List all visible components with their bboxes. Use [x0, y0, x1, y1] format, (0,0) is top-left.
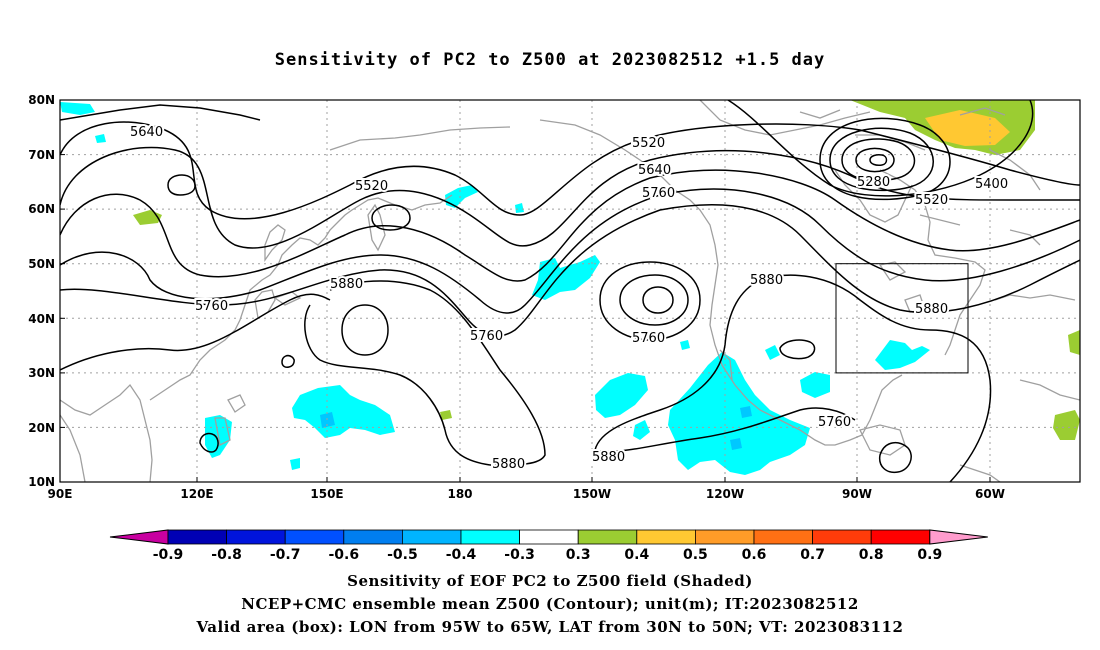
colorbar-label: -0.8	[211, 547, 242, 563]
contour-label: 5760	[642, 186, 675, 201]
contour-label: 5880	[592, 450, 625, 465]
contour-labels: 5640 5520 5520 5640 5760 5280 5400 5520 …	[128, 123, 1010, 474]
colorbar-label: -0.6	[328, 547, 359, 563]
lat-tick-label: 40N	[28, 312, 55, 326]
colorbar-swatch	[577, 529, 638, 545]
colorbar: -0.9 -0.8 -0.7 -0.6 -0.5 -0.4 -0.3 0.3 0.4 0.5 0.6…	[109, 529, 988, 563]
lat-tick-label: 60N	[28, 202, 55, 216]
colorbar-label: 0.6	[742, 547, 767, 563]
shade-negative-03	[595, 373, 648, 418]
colorbar-swatch	[226, 529, 286, 545]
lat-tick-label: 70N	[28, 148, 55, 162]
shade-negative-03	[445, 185, 478, 208]
colorbar-label: -0.5	[387, 547, 418, 563]
shade-negative-03	[668, 352, 810, 475]
colorbar-end-right	[929, 529, 988, 545]
shade-negative-04	[740, 406, 752, 418]
shade-negative-03	[95, 134, 106, 143]
lon-tick-label: 180	[447, 487, 472, 501]
contour-label: 5880	[750, 273, 783, 288]
colorbar-label: 0.5	[683, 547, 708, 563]
colorbar-swatch	[284, 529, 345, 545]
colorbar-swatch	[519, 529, 579, 545]
colorbar-label: 0.4	[624, 547, 649, 563]
colorbar-label: 0.8	[859, 547, 884, 563]
colorbar-label: -0.4	[446, 547, 477, 563]
caption-line-2: NCEP+CMC ensemble mean Z500 (Contour); u…	[241, 595, 859, 613]
lon-tick-label: 120E	[180, 487, 213, 501]
lon-tick-label: 150E	[310, 487, 343, 501]
map-background	[60, 100, 1080, 482]
shade-negative-03	[800, 372, 830, 398]
colorbar-swatch	[636, 529, 696, 545]
colorbar-end-left	[109, 529, 169, 545]
valid-area-box	[835, 263, 969, 374]
shade-negative-03	[60, 102, 95, 115]
colorbar-label: -0.3	[504, 547, 535, 563]
lon-tick-label: 120W	[706, 487, 744, 501]
contour-label: 5760	[818, 415, 851, 430]
lat-tick-label: 30N	[28, 366, 55, 380]
tick-marks	[59, 99, 991, 483]
colorbar-swatch	[343, 529, 403, 545]
chart-title: Sensitivity of PC2 to Z500 at 2023082512…	[274, 50, 826, 70]
contour-label: 5640	[130, 125, 163, 140]
colorbar-swatch	[870, 529, 931, 545]
lat-tick-label: 50N	[28, 257, 55, 271]
lat-tick-label: 80N	[28, 93, 55, 107]
contour-label: 5280	[857, 175, 890, 190]
z500-contours	[60, 100, 1080, 482]
lon-labels: 90E 120E 150E 180 150W 120W 90W 60W	[48, 487, 1005, 501]
lon-tick-label: 90E	[48, 487, 73, 501]
lat-tick-label: 10N	[28, 475, 55, 489]
shade-negative-03	[765, 345, 780, 360]
map-frame	[59, 99, 1081, 483]
caption-line-1: Sensitivity of EOF PC2 to Z500 field (Sh…	[347, 572, 753, 590]
contour-label: 5880	[330, 277, 363, 292]
shade-positive-03	[1053, 410, 1080, 440]
shade-negative-03	[680, 340, 690, 350]
shade-negative-04	[730, 438, 742, 450]
shade-negative-03	[515, 203, 524, 213]
shade-negative-03	[875, 340, 930, 370]
contour-label: 5880	[492, 457, 525, 472]
lon-tick-label: 150W	[573, 487, 611, 501]
contour-label: 5520	[915, 193, 948, 208]
shade-positive-04	[925, 110, 1010, 146]
colorbar-label: -0.7	[270, 547, 301, 563]
colorbar-swatch	[401, 529, 462, 545]
lat-tick-label: 20N	[28, 421, 55, 435]
contour-label: 5520	[632, 136, 665, 151]
shade-negative-03	[292, 385, 395, 438]
lon-tick-label: 90W	[842, 487, 872, 501]
contour-label: 5760	[632, 331, 665, 346]
colorbar-swatch	[460, 529, 520, 545]
colorbar-swatch	[695, 529, 755, 545]
lon-tick-label: 60W	[975, 487, 1005, 501]
colorbar-label: -0.9	[153, 547, 184, 563]
contour-label: 5640	[638, 163, 671, 178]
shade-positive-03	[1068, 330, 1080, 355]
shade-negative-03	[290, 458, 300, 470]
shade-positive-03	[440, 410, 452, 420]
gridlines	[60, 100, 1080, 482]
shade-negative-03	[633, 420, 650, 440]
contour-label: 5520	[355, 179, 388, 194]
lat-labels: 80N 70N 60N 50N 40N 30N 20N 10N	[28, 93, 55, 489]
colorbar-label: 0.3	[566, 547, 591, 563]
contour-label: 5760	[470, 329, 503, 344]
colorbar-swatch	[167, 529, 227, 545]
caption-line-3: Valid area (box): LON from 95W to 65W, L…	[196, 618, 904, 636]
colorbar-label: 0.9	[917, 547, 942, 563]
contour-label: 5880	[915, 302, 948, 317]
colorbar-swatch	[812, 529, 872, 545]
contour-label: 5760	[195, 299, 228, 314]
contour-label: 5400	[975, 177, 1008, 192]
colorbar-label: 0.7	[800, 547, 825, 563]
colorbar-swatch	[753, 529, 813, 545]
